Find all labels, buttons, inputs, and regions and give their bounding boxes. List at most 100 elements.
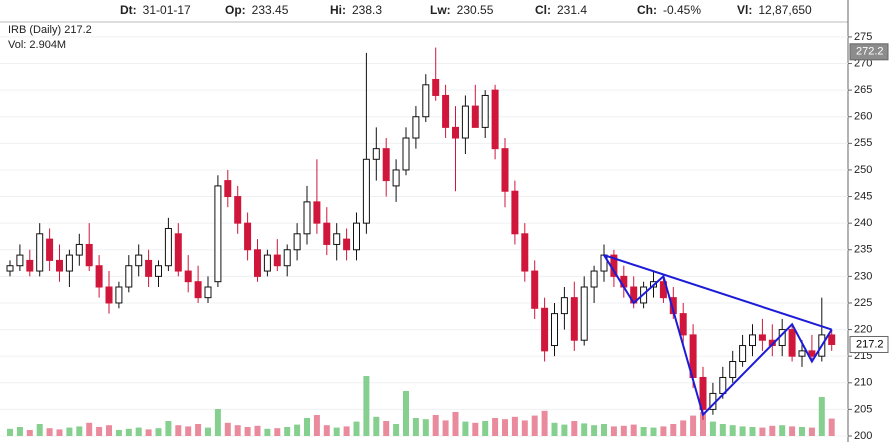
header-value: 233.45	[252, 3, 289, 17]
volume-bar	[769, 425, 776, 436]
volume-bar	[175, 425, 182, 436]
header-value: 12,87,650	[758, 3, 812, 17]
chart-title: IRB (Daily) 217.2	[8, 24, 92, 36]
candle-body	[26, 259, 34, 272]
candle-body	[531, 270, 539, 309]
candle-body	[491, 89, 499, 150]
candle-body	[560, 297, 568, 315]
candle-body	[511, 190, 519, 235]
volume-bar	[313, 415, 320, 436]
trend-line	[603, 254, 833, 331]
candle-body	[293, 233, 301, 251]
volume-bar	[26, 430, 33, 436]
volume-bar	[274, 428, 281, 436]
volume-bar	[165, 421, 172, 436]
candle-body	[808, 350, 816, 357]
candle-body	[6, 265, 14, 272]
volume-bar	[106, 425, 112, 436]
candle-body	[174, 233, 182, 272]
candle-body	[56, 259, 63, 272]
volume-bar	[581, 423, 588, 436]
price-marker-label: 217.2	[856, 338, 884, 350]
candle-body	[521, 233, 529, 272]
candle-body	[46, 238, 54, 261]
candle-body	[412, 116, 420, 139]
candle-body	[75, 243, 83, 256]
candle-body	[65, 254, 73, 272]
volume-bar	[709, 421, 716, 436]
volume-bar	[472, 422, 479, 436]
volume-bar	[66, 427, 73, 436]
volume-bar	[304, 418, 310, 436]
header-label: Lw:	[430, 3, 451, 17]
volume-bar	[76, 426, 83, 436]
candle-body	[679, 313, 687, 336]
candle-body	[452, 126, 459, 139]
candle-body	[749, 334, 756, 347]
volume-bar	[591, 425, 598, 436]
candle-body	[224, 180, 232, 198]
candle-body	[234, 196, 242, 224]
volume-bar	[353, 421, 360, 436]
volume-bar	[521, 420, 528, 436]
volume-bar	[16, 427, 23, 436]
volume-bar	[333, 427, 340, 436]
y-tick-label: 245	[854, 190, 872, 202]
header-label: Ch:	[637, 3, 657, 17]
volume-bar	[789, 426, 796, 436]
candle-body	[164, 227, 172, 267]
header-value: -0.45%	[663, 3, 701, 17]
candle-body	[432, 78, 440, 96]
volume-bar	[46, 428, 53, 436]
volume-bar	[660, 426, 667, 436]
candle-body	[254, 249, 261, 277]
y-tick-label: 200	[854, 430, 872, 442]
candle-body	[541, 307, 549, 352]
candle-body	[353, 222, 360, 251]
candle-body	[263, 254, 271, 272]
volume-bar	[145, 429, 152, 436]
candle-body	[184, 270, 192, 283]
candle-body	[115, 286, 123, 304]
volume-bar	[264, 428, 271, 436]
header-label: Hi:	[330, 3, 346, 17]
candle-body	[471, 105, 479, 128]
volume-bar	[561, 424, 568, 436]
volume-bar	[452, 412, 459, 436]
volume-bar	[36, 424, 43, 436]
volume-bar	[422, 419, 429, 436]
volume-bar	[620, 425, 627, 436]
volume-bar	[729, 425, 736, 436]
volume-bar	[739, 426, 746, 436]
volume-bar	[759, 427, 766, 436]
header-value: 231.4	[557, 3, 587, 17]
volume-bar	[195, 424, 202, 436]
volume-bar	[828, 418, 835, 436]
volume-bar	[482, 421, 489, 436]
volume-bar	[502, 419, 508, 436]
candle-body	[739, 345, 747, 363]
candle-body	[145, 259, 153, 277]
volume-bar	[323, 425, 330, 436]
y-tick-label: 250	[854, 164, 872, 176]
volume-bar	[412, 418, 419, 436]
volume-bar	[630, 424, 637, 436]
candle-body	[719, 376, 727, 394]
volume-bar	[373, 416, 380, 436]
volume-bar	[403, 391, 409, 436]
volume-bar	[363, 376, 370, 436]
volume-bar	[442, 420, 449, 436]
volume-bar	[155, 428, 162, 436]
volume-bar	[185, 426, 192, 436]
volume-bar	[432, 415, 439, 436]
candle-body	[422, 84, 430, 118]
volume-bar	[254, 425, 261, 436]
header-label: Cl:	[535, 3, 551, 17]
candle-body	[204, 286, 212, 299]
volume-bar	[86, 422, 93, 436]
candle-body	[323, 222, 331, 245]
y-tick-label: 215	[854, 350, 872, 362]
candle-body	[362, 158, 370, 224]
candle-body	[105, 286, 113, 304]
volume-bar	[234, 425, 241, 436]
